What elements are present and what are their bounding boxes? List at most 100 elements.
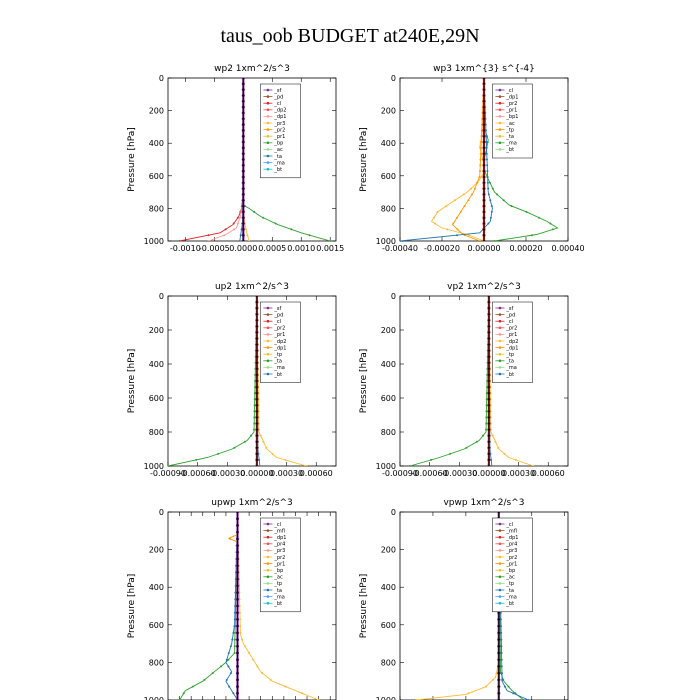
wp3-series-point-0 <box>525 210 528 213</box>
wp3-legend-label: _tp <box>505 127 514 133</box>
wp3-series-point-0 <box>510 205 513 208</box>
vpwp-y-tick-label: 600 <box>381 621 396 630</box>
vp2-y-tick-label: 0 <box>391 292 396 301</box>
up2-legend-marker <box>266 372 270 376</box>
up2-y-tick-label: 600 <box>149 394 164 403</box>
wp3-x-tick-label: 0.00040 <box>551 244 584 253</box>
vp2-series-point-4 <box>487 392 490 395</box>
upwp-legend-label: _cl <box>273 522 281 528</box>
vpwp-legend-marker <box>498 568 502 572</box>
wp2-panel: wp2 1xm^2/s^3 Pressure [hPa] 0 200 400 600 800… <box>127 64 344 253</box>
wp3-series-point-2 <box>476 181 479 184</box>
wp3-series-point-0 <box>502 199 505 202</box>
wp2-series-point-1 <box>207 240 210 241</box>
up2-series-point-0 <box>253 422 256 425</box>
upwp-legend-marker <box>266 529 270 532</box>
vp2-series-point-4 <box>487 373 490 376</box>
upwp-series-point-0 <box>233 652 236 654</box>
upwp-series-point-1 <box>248 652 251 654</box>
vp2-series-point-2 <box>490 465 493 466</box>
vpwp-series-point-4 <box>497 658 500 661</box>
up2-series-line-0 <box>168 296 258 466</box>
wp3-y-tick-label: 0 <box>391 74 396 83</box>
wp3-series-point-3 <box>489 199 492 202</box>
up2-series-point-4 <box>255 465 258 466</box>
wp3-legend-label: _pr2 <box>505 101 517 107</box>
upwp-series-point-5 <box>236 692 239 695</box>
wp2-legend-label: _ma <box>273 160 284 166</box>
upwp-series-point-2 <box>233 625 236 628</box>
up2-legend-marker <box>266 319 270 323</box>
wp2-series-point-1 <box>236 222 239 225</box>
upwp-legend-marker <box>266 601 270 605</box>
upwp-legend-label: _pr3 <box>273 548 285 554</box>
vp2-series-point-0 <box>482 434 484 437</box>
vp2-series-point-0 <box>485 392 488 395</box>
up2-series-point-0 <box>168 465 169 466</box>
wp3-series-point-3 <box>487 222 490 225</box>
wp3-series-line-3 <box>400 78 493 241</box>
wp3-series-point-5 <box>483 88 485 91</box>
wp3-series-point-5 <box>483 94 485 97</box>
upwp-series-point-1 <box>284 685 287 688</box>
wp2-series-point-2 <box>262 216 265 219</box>
vpwp-legend-label: _bp <box>505 568 515 574</box>
upwp-y-tick-label: 800 <box>149 658 164 667</box>
vp2-series-point-1 <box>494 440 497 443</box>
upwp-series-point-1 <box>261 672 264 675</box>
wp3-series-point-5 <box>483 228 485 231</box>
wp2-x-tick-label: -0.0010 <box>170 244 201 253</box>
upwp-series-point-5 <box>236 678 239 681</box>
upwp-legend-marker <box>266 575 270 579</box>
vpwp-legend-label: _ta <box>505 588 514 594</box>
wp3-legend-marker <box>498 141 502 145</box>
vpwp-legend-label: _dp1 <box>505 535 518 541</box>
upwp-series-point-1 <box>301 692 304 695</box>
upwp-series-point-1 <box>256 665 259 668</box>
wp3-series-point-2 <box>480 135 483 138</box>
wp2-series-point-6 <box>242 222 245 225</box>
up2-series-point-4 <box>255 434 258 437</box>
wp3-series-point-2 <box>463 205 466 208</box>
wp2-legend-label: _pr3 <box>273 121 285 127</box>
up2-y-tick-label: 0 <box>159 292 164 301</box>
upwp-legend-marker <box>266 588 270 592</box>
upwp-series-point-1 <box>239 618 242 621</box>
up2-series-point-4 <box>255 422 258 425</box>
up2-series-point-4 <box>255 313 258 316</box>
vp2-y-tick-label: 600 <box>381 394 396 403</box>
wp3-legend-label: _bp1 <box>505 114 518 120</box>
upwp-series-point-2 <box>233 611 236 614</box>
vpwp-legend-marker <box>498 582 502 585</box>
wp3-series-point-5 <box>483 100 485 103</box>
wp3-series-point-5 <box>483 152 485 155</box>
vpwp-series-point-4 <box>497 665 500 668</box>
up2-legend-label: _ta <box>273 359 282 365</box>
vp2-legend-marker <box>498 306 502 310</box>
up2-series-point-0 <box>253 416 256 419</box>
wp2-series-point-3 <box>246 234 249 237</box>
upwp-series-line-1 <box>237 512 319 700</box>
vp2-series-point-0 <box>475 440 478 443</box>
upwp-legend-marker <box>266 562 270 565</box>
figure-title: taus_oob BUDGET at240E,29N <box>220 25 479 47</box>
wp3-series-point-2 <box>456 216 458 219</box>
wp2-series-point-4 <box>239 234 242 237</box>
vp2-legend-label: _sf <box>505 306 513 312</box>
up2-legend-label: _cl <box>273 319 281 325</box>
upwp-series-point-5 <box>236 618 239 621</box>
wp2-x-tick-label: 0.0000 <box>229 244 257 253</box>
upwp-legend-label: _dp1 <box>273 535 286 541</box>
upwp-series-point-5 <box>236 645 239 648</box>
up2-legend-label: _sf <box>273 306 281 312</box>
wp3-series-point-1 <box>445 205 448 208</box>
wp2-series-point-6 <box>242 123 245 126</box>
wp3-series-point-5 <box>483 222 485 225</box>
vp2-series-point-1 <box>514 458 517 461</box>
up2-series-point-4 <box>255 440 258 443</box>
wp3-series-group <box>400 78 559 241</box>
wp3-legend-label: _ac <box>505 121 515 127</box>
wp3-series-point-1 <box>433 222 436 225</box>
wp3-series-point-2 <box>459 210 462 213</box>
vpwp-series-point-2 <box>512 692 515 695</box>
